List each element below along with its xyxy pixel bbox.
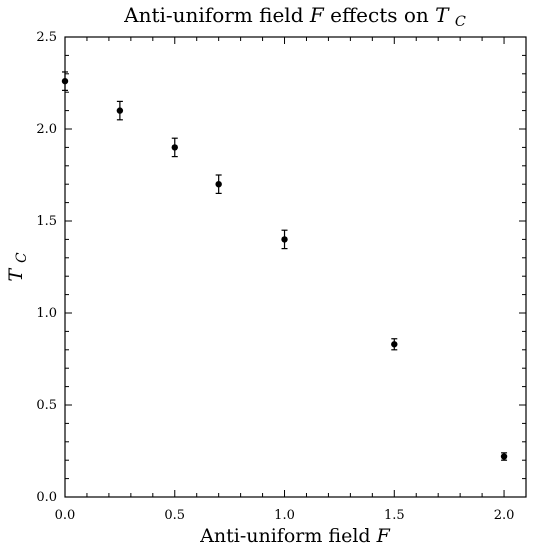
y-tick-label: 2.0 [36, 122, 57, 137]
x-tick-label: 0.0 [55, 508, 76, 523]
x-axis-label-prefix: Anti-uniform field [199, 525, 376, 547]
chart-title: Anti-uniform field F effects on T C [123, 3, 466, 30]
y-axis-label: T C [5, 252, 30, 282]
x-tick-label: 1.5 [384, 508, 405, 523]
data-point [500, 452, 508, 461]
chart-title-mid: effects on [330, 3, 435, 27]
ticks-layer [64, 36, 527, 498]
data-point [116, 100, 124, 121]
data-marker [171, 144, 178, 151]
chart-title-var: F [309, 3, 325, 27]
data-point [171, 137, 178, 158]
x-tick-label: 1.0 [274, 508, 295, 523]
plot-frame [64, 36, 527, 498]
data-marker [391, 341, 398, 348]
data-marker [500, 453, 508, 460]
x-axis-label: Anti-uniform field F [199, 525, 390, 547]
y-tick-label: 1.5 [36, 214, 57, 229]
chart-title-symbol: T [435, 3, 450, 27]
y-axis-label-symbol: T [5, 268, 27, 282]
tick-label-layer: 0.0 0.5 1.0 1.5 2.0 0.0 0.5 1.0 1.5 2.0 2.5 [36, 30, 514, 523]
x-tick-label: 2.0 [494, 508, 515, 523]
y-tick-label: 0.0 [36, 490, 57, 505]
x-tick-label: 0.5 [164, 508, 185, 523]
y-tick-label: 1.0 [36, 306, 57, 321]
points-layer [61, 71, 508, 461]
chart-title-prefix: Anti-uniform field [123, 3, 310, 27]
data-point [281, 229, 288, 250]
data-marker [61, 77, 69, 85]
data-marker [281, 236, 288, 243]
data-marker [116, 107, 124, 114]
data-point [61, 71, 69, 91]
y-axis-label-subscript: C [14, 252, 30, 263]
y-tick-label: 0.5 [36, 398, 57, 413]
chart-title-subscript: C [455, 14, 466, 30]
y-tick-label: 2.5 [36, 30, 57, 45]
data-point [215, 174, 222, 194]
x-axis-label-var: F [376, 525, 391, 547]
data-marker [215, 181, 222, 188]
data-point [391, 338, 398, 351]
